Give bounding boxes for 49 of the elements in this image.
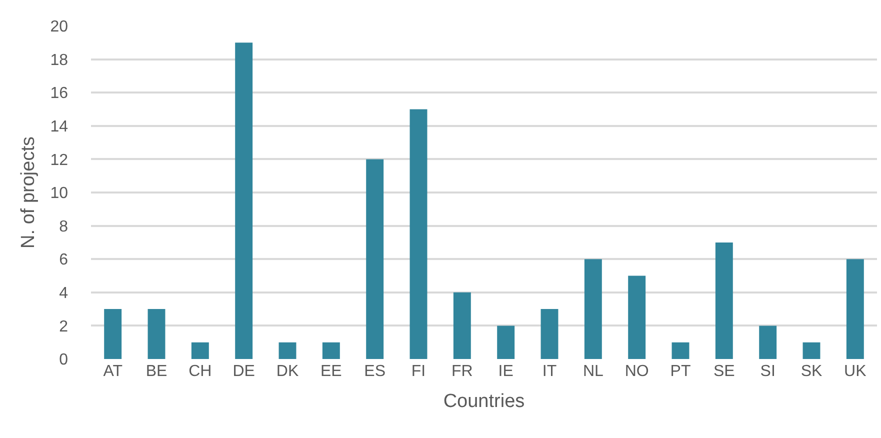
bar bbox=[540, 309, 558, 359]
x-tick-label: DK bbox=[276, 363, 299, 380]
bar bbox=[628, 276, 646, 359]
x-tick-label: IE bbox=[498, 363, 514, 380]
y-tick-label: 16 bbox=[50, 85, 68, 102]
bar bbox=[672, 342, 690, 359]
bar bbox=[191, 342, 209, 359]
bar bbox=[759, 326, 777, 359]
x-tick-label: UK bbox=[844, 363, 867, 380]
x-tick-label: NO bbox=[624, 363, 649, 380]
x-tick-label: SI bbox=[760, 363, 776, 380]
bar bbox=[584, 259, 602, 359]
bar bbox=[278, 342, 296, 359]
y-tick-label: 14 bbox=[50, 118, 68, 136]
x-tick-label: EE bbox=[320, 363, 342, 380]
x-tick-label: BE bbox=[146, 363, 168, 380]
y-tick-label: 12 bbox=[50, 152, 68, 169]
y-tick-label: 6 bbox=[59, 252, 68, 269]
x-tick-label: DE bbox=[232, 363, 255, 380]
y-tick-label: 2 bbox=[59, 318, 68, 336]
y-tick-label: 18 bbox=[50, 52, 68, 69]
bar bbox=[235, 42, 253, 359]
x-tick-label: CH bbox=[188, 363, 212, 380]
bar bbox=[453, 292, 471, 359]
x-tick-label: NL bbox=[582, 363, 604, 380]
y-axis-title: N. of projects bbox=[18, 136, 40, 248]
x-tick-label: FR bbox=[452, 363, 473, 380]
bar bbox=[104, 309, 122, 359]
y-tick-label: 4 bbox=[59, 285, 68, 302]
bar bbox=[366, 159, 384, 359]
x-tick-label: ES bbox=[364, 363, 386, 380]
bar bbox=[802, 342, 820, 359]
x-tick-label: AT bbox=[103, 363, 123, 380]
y-tick-label: 8 bbox=[59, 218, 68, 236]
bar bbox=[148, 309, 166, 359]
bar bbox=[715, 242, 733, 359]
bar bbox=[846, 259, 864, 359]
y-tick-label: 0 bbox=[59, 352, 68, 369]
bar bbox=[322, 342, 340, 359]
x-axis-title: Countries bbox=[443, 390, 525, 412]
y-tick-label: 10 bbox=[50, 185, 68, 202]
x-tick-label: SK bbox=[800, 363, 822, 380]
bar bbox=[497, 326, 515, 359]
y-tick-label: 20 bbox=[50, 18, 68, 36]
x-tick-label: SE bbox=[714, 363, 735, 380]
x-tick-label: FI bbox=[411, 363, 426, 380]
bar bbox=[410, 109, 428, 359]
x-tick-label: IT bbox=[542, 363, 557, 380]
x-tick-label: PT bbox=[670, 363, 691, 380]
